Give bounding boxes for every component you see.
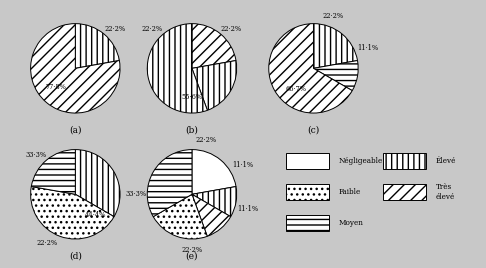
Wedge shape [313,61,358,91]
Bar [286,215,329,231]
Text: 77·8%: 77·8% [46,83,67,91]
Text: Moyen: Moyen [338,219,363,227]
Bar [286,184,329,200]
Wedge shape [192,150,236,194]
Text: 22·2%: 22·2% [322,12,343,20]
Wedge shape [153,194,207,239]
Text: 44·4%: 44·4% [85,211,106,219]
Text: 11·1%: 11·1% [238,205,259,213]
Text: 22·2%: 22·2% [142,25,163,33]
Wedge shape [75,150,120,217]
Wedge shape [31,150,75,194]
Text: 22·2%: 22·2% [221,25,242,33]
Wedge shape [192,61,237,110]
Wedge shape [147,24,208,113]
Text: Faible: Faible [338,188,361,196]
Wedge shape [192,187,237,217]
Text: 22·2%: 22·2% [37,239,58,247]
Text: 66·7%: 66·7% [286,85,307,93]
Bar [383,184,426,200]
Wedge shape [313,24,358,68]
Text: (e): (e) [186,251,198,260]
Text: Négligeable: Négligeable [338,157,382,165]
Text: (b): (b) [186,125,198,135]
Wedge shape [147,150,192,217]
Wedge shape [269,24,352,113]
Text: 33·3%: 33·3% [125,190,147,198]
Text: Très
élevé: Très élevé [435,183,455,200]
Text: (a): (a) [69,125,82,135]
Text: 22·2%: 22·2% [104,25,125,33]
Text: 11·1%: 11·1% [358,44,379,53]
Text: 33·3%: 33·3% [25,151,46,159]
Text: (c): (c) [307,125,320,135]
Text: 22·2%: 22·2% [181,246,203,254]
Wedge shape [192,194,231,236]
Bar [383,153,426,169]
Wedge shape [31,187,114,239]
Wedge shape [31,24,120,113]
Text: (d): (d) [69,251,82,260]
Wedge shape [192,24,236,68]
Text: Élevé: Élevé [435,157,456,165]
Text: 11·1%: 11·1% [232,161,253,169]
Bar [286,153,329,169]
Text: 55·6%: 55·6% [181,94,203,101]
Wedge shape [75,24,120,68]
Text: 22·2%: 22·2% [196,136,217,144]
